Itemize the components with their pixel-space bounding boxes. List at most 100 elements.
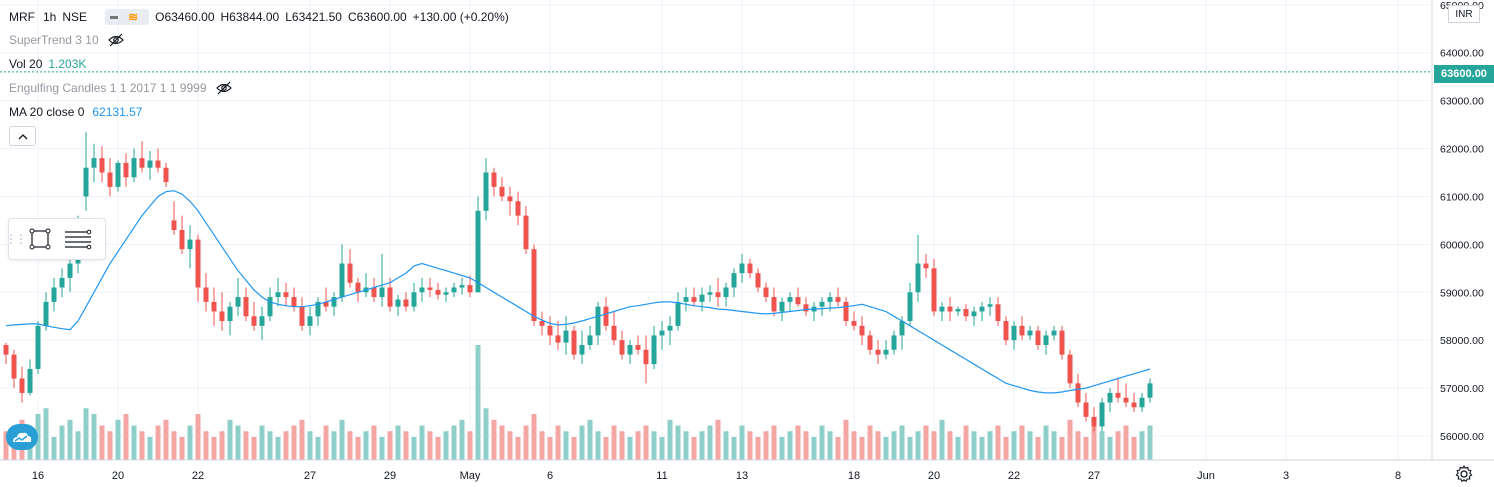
candle-body	[19, 378, 25, 393]
volume-bar	[523, 425, 529, 460]
volume-bar	[1011, 431, 1017, 460]
interval-label[interactable]: 1h	[43, 10, 57, 24]
candle-body	[531, 249, 537, 322]
volume-bar	[851, 431, 857, 460]
volume-bar	[707, 425, 713, 460]
ma-label: MA 20 close 0	[9, 105, 85, 119]
volume-bar	[235, 425, 241, 460]
volume-legend[interactable]: Vol 20 1.203K	[9, 55, 86, 73]
candle-body	[107, 172, 113, 187]
volume-bar	[683, 431, 689, 460]
volume-bar	[347, 431, 353, 460]
candle-body	[315, 301, 321, 317]
rectangle-tool-button[interactable]	[21, 221, 59, 257]
volume-bar	[371, 425, 377, 460]
time-tick-label: 29	[384, 470, 396, 482]
candle-body	[915, 263, 921, 293]
eye-slash-icon[interactable]	[107, 33, 125, 47]
supertrend-label: SuperTrend 3 10	[9, 33, 99, 47]
candle-body	[1107, 392, 1113, 403]
volume-bar	[1131, 437, 1137, 460]
candle-body	[763, 287, 769, 298]
candle-body	[35, 325, 41, 369]
volume-bar	[275, 437, 281, 460]
candle-body	[635, 345, 641, 350]
candle-body	[99, 158, 105, 173]
candle-body	[227, 306, 233, 322]
candle-body	[339, 263, 345, 298]
volume-bar	[563, 431, 569, 460]
candle-body	[403, 299, 409, 307]
volume-bar	[859, 437, 865, 460]
volume-bar	[843, 419, 849, 460]
candle-body	[331, 297, 337, 307]
volume-bar	[291, 425, 297, 460]
volume-bar	[299, 419, 305, 460]
lines-tool-button[interactable]	[59, 221, 97, 257]
volume-bar	[531, 414, 537, 460]
volume-bar	[723, 431, 729, 460]
volume-bar	[1083, 437, 1089, 460]
volume-bar	[379, 437, 385, 460]
candle-body	[507, 196, 513, 202]
volume-bar	[147, 437, 153, 460]
rectangle-tool-icon	[29, 228, 51, 250]
volume-bar	[931, 431, 937, 460]
currency-badge[interactable]: INR	[1448, 5, 1480, 23]
drag-grip-icon[interactable]: ⋮⋮	[5, 232, 27, 246]
collapse-chevron-icon	[18, 133, 27, 139]
candle-body	[307, 316, 313, 326]
volume-bar	[139, 431, 145, 460]
volume-bar	[571, 437, 577, 460]
candle-body	[515, 201, 521, 216]
candle-body	[443, 292, 449, 295]
candle-body	[931, 268, 937, 312]
volume-bar	[1051, 431, 1057, 460]
volume-bar	[947, 431, 953, 460]
candle-body	[819, 301, 825, 307]
volume-bar	[91, 414, 97, 460]
eye-slash-icon[interactable]	[215, 81, 233, 95]
settings-gear-icon[interactable]	[1454, 464, 1474, 484]
candle-body	[499, 186, 505, 197]
volume-bar	[1027, 431, 1033, 460]
symbol-name[interactable]: MRF	[9, 10, 35, 24]
volume-bar	[187, 425, 193, 460]
market-status-badge[interactable]: ≋	[105, 9, 150, 25]
volume-bar	[595, 431, 601, 460]
candle-body	[883, 349, 889, 355]
candle-body	[555, 335, 561, 343]
volume-bar	[691, 437, 697, 460]
volume-bar	[1107, 437, 1113, 460]
ma-legend[interactable]: MA 20 close 0 62131.57	[9, 103, 142, 121]
tradingview-logo-icon[interactable]	[6, 424, 38, 450]
candle-body	[611, 325, 617, 341]
volume-bar	[499, 425, 505, 460]
volume-bar	[715, 419, 721, 460]
candle-body	[1123, 397, 1129, 403]
volume-bar	[987, 431, 993, 460]
floating-drawing-toolbar[interactable]: ⋮⋮	[5, 218, 106, 260]
volume-bar	[659, 437, 665, 460]
candle-body	[1035, 330, 1041, 345]
candlestick-series	[3, 131, 1153, 432]
ma-20-line	[5, 190, 1151, 394]
volume-bar	[387, 431, 393, 460]
engulfing-legend[interactable]: Engulfing Candles 1 1 2017 1 1 9999	[9, 79, 233, 97]
volume-bar	[355, 437, 361, 460]
collapse-legend-button[interactable]	[9, 126, 36, 146]
candle-body	[675, 301, 681, 326]
price-tick-label: 62000.00	[1440, 144, 1484, 156]
supertrend-legend[interactable]: SuperTrend 3 10	[9, 31, 125, 49]
candle-body	[747, 263, 753, 274]
candle-body	[219, 311, 225, 322]
candle-body	[155, 160, 161, 168]
candle-body	[475, 210, 481, 293]
candle-body	[755, 273, 761, 288]
candle-body	[1043, 335, 1049, 345]
volume-bar	[35, 414, 41, 460]
volume-bar	[123, 414, 129, 460]
time-tick-label: 16	[32, 470, 44, 482]
candle-body	[427, 287, 433, 290]
